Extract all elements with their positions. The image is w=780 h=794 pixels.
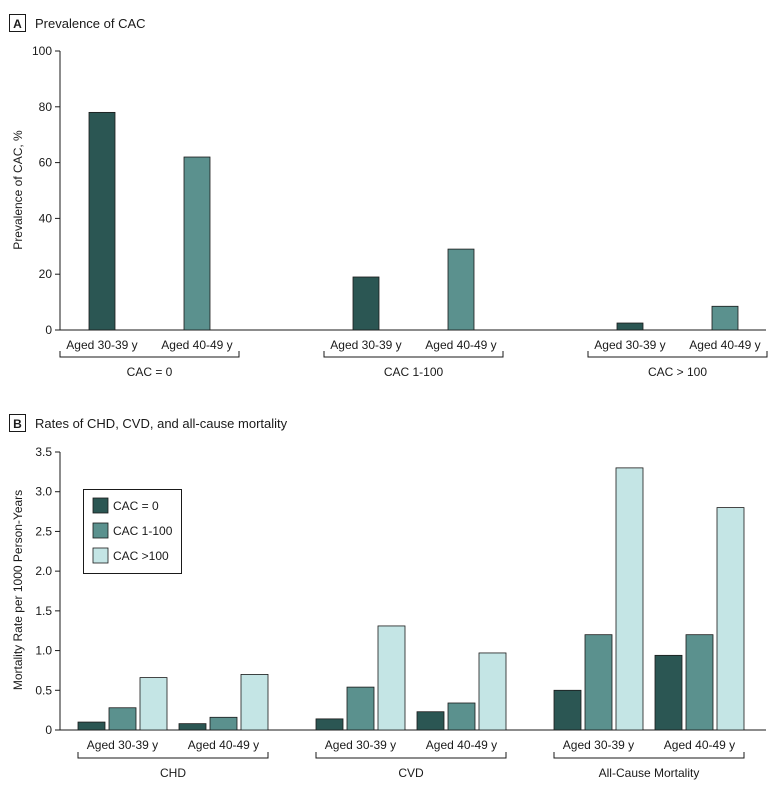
panel-b-axes: 0 0.5 1.0 1.5 2.0 2.5 3.0 3.5 bbox=[35, 445, 766, 737]
panel-a-age-label: Aged 40-49 y bbox=[425, 338, 496, 352]
panel-a-group-bracket bbox=[323, 351, 504, 358]
panel-b-group-bracket bbox=[77, 752, 269, 759]
panel-b-group-bracket bbox=[553, 752, 745, 759]
legend-label: CAC = 0 bbox=[113, 499, 159, 513]
panel-b-bar bbox=[315, 718, 344, 731]
panel-b-bar bbox=[240, 674, 269, 731]
panel-a-bar bbox=[447, 248, 475, 331]
panel-b-bar bbox=[209, 716, 238, 731]
panel-b-bar bbox=[654, 654, 683, 731]
panel-b-age-label: Aged 40-49 y bbox=[188, 738, 259, 752]
panel-b-age-label: Aged 30-39 y bbox=[563, 738, 634, 752]
panel-a-y-tick-label: 100 bbox=[32, 44, 52, 58]
panel-a-bar bbox=[183, 156, 211, 331]
panel-a-group-bracket bbox=[587, 351, 768, 358]
panel-a-y-tick-label: 40 bbox=[39, 211, 53, 225]
panel-a-letter: A bbox=[13, 17, 22, 31]
panel-a-group-bracket bbox=[59, 351, 240, 358]
panel-a-header: A Prevalence of CAC bbox=[9, 14, 146, 32]
panel-b-y-tick-label: 0.5 bbox=[35, 683, 52, 697]
panel-b-bars bbox=[77, 467, 745, 731]
panel-a-title: Prevalence of CAC bbox=[35, 16, 146, 31]
panel-b-bar bbox=[553, 689, 582, 731]
panel-a-badge: A bbox=[9, 14, 26, 32]
panel-b-letter: B bbox=[13, 417, 22, 431]
panel-a-group-label: CAC = 0 bbox=[127, 365, 173, 379]
panel-b-y-tick-label: 3.5 bbox=[35, 445, 52, 459]
mortality-chart: Mortality Rate per 1000 Person-Years 0 0.… bbox=[11, 445, 766, 780]
panel-b-y-tick-label: 3.0 bbox=[35, 485, 52, 499]
panel-a-y-axis-label: Prevalence of CAC, % bbox=[11, 130, 25, 250]
panel-a-bar bbox=[88, 111, 116, 331]
panel-b-group-label: CHD bbox=[160, 766, 186, 780]
panel-a-y-tick-label: 0 bbox=[45, 323, 52, 337]
legend-swatch bbox=[92, 497, 109, 514]
panel-b-group-label: All-Cause Mortality bbox=[599, 766, 700, 780]
panel-b-bar bbox=[346, 686, 375, 731]
panel-b-y-tick-label: 2.0 bbox=[35, 564, 52, 578]
panel-a-age-label: Aged 30-39 y bbox=[66, 338, 137, 352]
panel-a-axes: 0 20 40 60 80 100 bbox=[32, 44, 766, 337]
panel-b-y-tick-label: 0 bbox=[45, 723, 52, 737]
panel-a-bar bbox=[616, 322, 644, 331]
panel-a-group-label: CAC 1-100 bbox=[384, 365, 444, 379]
panel-a-y-tick-label: 60 bbox=[39, 156, 53, 170]
panel-a-y-tick-label: 80 bbox=[39, 100, 53, 114]
panel-b-bar bbox=[416, 711, 445, 731]
panel-b-age-label: Aged 40-49 y bbox=[664, 738, 735, 752]
panel-a-category-labels: Aged 30-39 y Aged 40-49 y CAC = 0 Aged 30-3… bbox=[59, 338, 768, 379]
panel-a-bar bbox=[352, 276, 380, 331]
panel-b-bar bbox=[377, 625, 406, 731]
panel-b-group-label: CVD bbox=[398, 766, 424, 780]
panel-b-badge: B bbox=[9, 414, 26, 432]
panel-b-header: B Rates of CHD, CVD, and all-cause morta… bbox=[9, 414, 288, 432]
legend-swatch bbox=[92, 547, 109, 564]
prevalence-chart: Prevalence of CAC, % 0 20 40 60 80 100 Aged 3… bbox=[11, 44, 768, 379]
panel-b-bar bbox=[447, 702, 476, 731]
panel-b-age-label: Aged 30-39 y bbox=[325, 738, 396, 752]
panel-b-bar bbox=[178, 723, 207, 731]
panel-b-bar bbox=[685, 634, 714, 731]
panel-b-y-axis-label: Mortality Rate per 1000 Person-Years bbox=[11, 490, 25, 690]
legend-label: CAC >100 bbox=[113, 549, 169, 563]
panel-b-title: Rates of CHD, CVD, and all-cause mortali… bbox=[35, 416, 288, 431]
panel-b-y-tick-label: 1.0 bbox=[35, 644, 52, 658]
panel-b-group-bracket bbox=[315, 752, 507, 759]
panel-b-age-label: Aged 40-49 y bbox=[426, 738, 497, 752]
panel-b-y-tick-label: 2.5 bbox=[35, 524, 52, 538]
panel-b-bar bbox=[77, 721, 106, 731]
panel-b-age-label: Aged 30-39 y bbox=[87, 738, 158, 752]
panel-b-bar bbox=[478, 652, 507, 731]
panel-a-age-label: Aged 30-39 y bbox=[330, 338, 401, 352]
panel-a-age-label: Aged 30-39 y bbox=[594, 338, 665, 352]
panel-a-bars bbox=[88, 111, 739, 331]
panel-a-group-label: CAC > 100 bbox=[648, 365, 707, 379]
panel-b-bar bbox=[584, 634, 613, 731]
panel-a-bar bbox=[711, 305, 739, 331]
panel-b-bar bbox=[139, 677, 168, 731]
panel-a-age-label: Aged 40-49 y bbox=[161, 338, 232, 352]
panel-b-y-tick-label: 1.5 bbox=[35, 604, 52, 618]
panel-b-bar bbox=[108, 707, 137, 731]
panel-a-y-tick-label: 20 bbox=[39, 267, 53, 281]
panel-b-legend: CAC = 0 CAC 1-100 CAC >100 bbox=[83, 489, 182, 574]
panel-b-bar bbox=[615, 467, 644, 731]
panel-a-age-label: Aged 40-49 y bbox=[689, 338, 760, 352]
panel-b-bar bbox=[716, 507, 745, 731]
legend-swatch bbox=[92, 522, 109, 539]
legend-label: CAC 1-100 bbox=[113, 524, 173, 538]
